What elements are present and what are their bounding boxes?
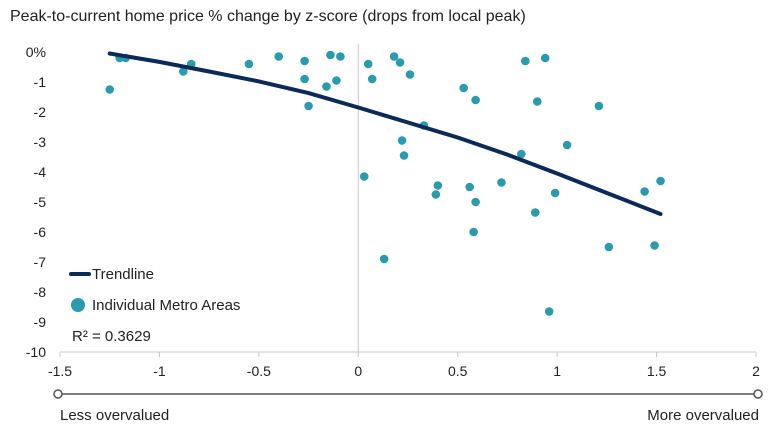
y-tick-label: -5 bbox=[34, 194, 47, 210]
metro-point bbox=[389, 52, 399, 61]
metro-point bbox=[274, 52, 284, 61]
metro-point bbox=[244, 59, 254, 69]
metro-point bbox=[544, 307, 554, 316]
x-axis-footer: Less overvalued More overvalued bbox=[53, 389, 763, 424]
metro-point bbox=[300, 74, 309, 84]
metro-point bbox=[530, 208, 540, 217]
metro-point bbox=[332, 76, 341, 85]
legend: Trendline Individual Metro Areas R² = 0.… bbox=[69, 266, 240, 345]
metro-point bbox=[594, 101, 604, 111]
metro-point bbox=[459, 83, 468, 93]
y-tick-label: -9 bbox=[34, 314, 47, 330]
metro-point bbox=[178, 67, 188, 76]
x-tick-label: -1.5 bbox=[48, 363, 72, 379]
y-tick-label: -3 bbox=[34, 134, 47, 150]
x-tick-label: 0.5 bbox=[448, 363, 468, 379]
y-tick-label: -2 bbox=[34, 104, 47, 120]
trendline bbox=[107, 51, 663, 216]
metro-point bbox=[550, 188, 560, 198]
more-overvalued-label: More overvalued bbox=[647, 407, 759, 424]
metro-point bbox=[656, 176, 665, 186]
x-tick-label: 0 bbox=[354, 363, 362, 379]
footer-right-endpoint-icon bbox=[753, 389, 763, 399]
metro-point bbox=[399, 151, 409, 160]
y-tick-labels: 0% -1 -2 -3 -4 -5 -6 -7 -8 -9 -10 bbox=[26, 44, 46, 360]
metro-point bbox=[517, 149, 526, 159]
metro-point bbox=[521, 56, 530, 66]
metro-point bbox=[397, 136, 407, 145]
r-squared-label: R² = 0.3629 bbox=[72, 328, 151, 345]
metro-point bbox=[363, 59, 373, 69]
y-tick-label: -6 bbox=[34, 224, 47, 240]
y-tick-label: -7 bbox=[34, 254, 47, 270]
x-tick-label: -1 bbox=[153, 363, 166, 379]
metro-point bbox=[105, 85, 115, 94]
x-tick-labels: -1.5 -1 -0.5 0 0.5 1 1.5 2 bbox=[48, 363, 760, 379]
metro-point bbox=[359, 172, 369, 181]
y-tick-label: -1 bbox=[34, 74, 47, 90]
metro-point bbox=[497, 178, 506, 187]
metro-point bbox=[405, 70, 415, 79]
metro-point bbox=[562, 140, 572, 150]
metro-point bbox=[471, 95, 480, 105]
metro-point bbox=[379, 254, 389, 264]
metro-point bbox=[640, 187, 649, 196]
x-tick-label: 2 bbox=[752, 363, 760, 379]
legend-points-label: Individual Metro Areas bbox=[92, 297, 240, 314]
metro-point bbox=[433, 181, 443, 190]
x-tick-label: 1.5 bbox=[647, 363, 667, 379]
metro-point bbox=[326, 50, 335, 60]
metro-point bbox=[431, 190, 441, 199]
chart-title: Peak-to-current home price % change by z… bbox=[10, 8, 526, 25]
y-tick-label: -10 bbox=[26, 344, 46, 360]
metro-point bbox=[304, 101, 313, 111]
y-tick-label: -8 bbox=[34, 284, 47, 300]
x-tick-label: 1 bbox=[553, 363, 561, 379]
metro-point bbox=[604, 242, 614, 252]
y-tick-label: -4 bbox=[34, 164, 47, 180]
metro-point bbox=[471, 197, 480, 207]
metro-point bbox=[465, 182, 474, 192]
y-tick-label: 0% bbox=[26, 44, 46, 60]
metro-point bbox=[367, 74, 377, 84]
axes-layer bbox=[59, 44, 757, 357]
metro-point bbox=[395, 58, 405, 67]
metro-point bbox=[469, 227, 478, 237]
metro-point bbox=[650, 241, 659, 250]
legend-trendline-label: Trendline bbox=[92, 266, 154, 283]
metro-point bbox=[336, 52, 345, 61]
footer-left-endpoint-icon bbox=[53, 389, 63, 399]
metro-point bbox=[540, 53, 550, 63]
less-overvalued-label: Less overvalued bbox=[60, 407, 169, 424]
x-tick-label: -0.5 bbox=[247, 363, 271, 379]
metro-point bbox=[300, 56, 309, 66]
legend-points-swatch bbox=[71, 298, 85, 312]
metro-point bbox=[532, 97, 542, 106]
metro-point bbox=[322, 82, 331, 91]
